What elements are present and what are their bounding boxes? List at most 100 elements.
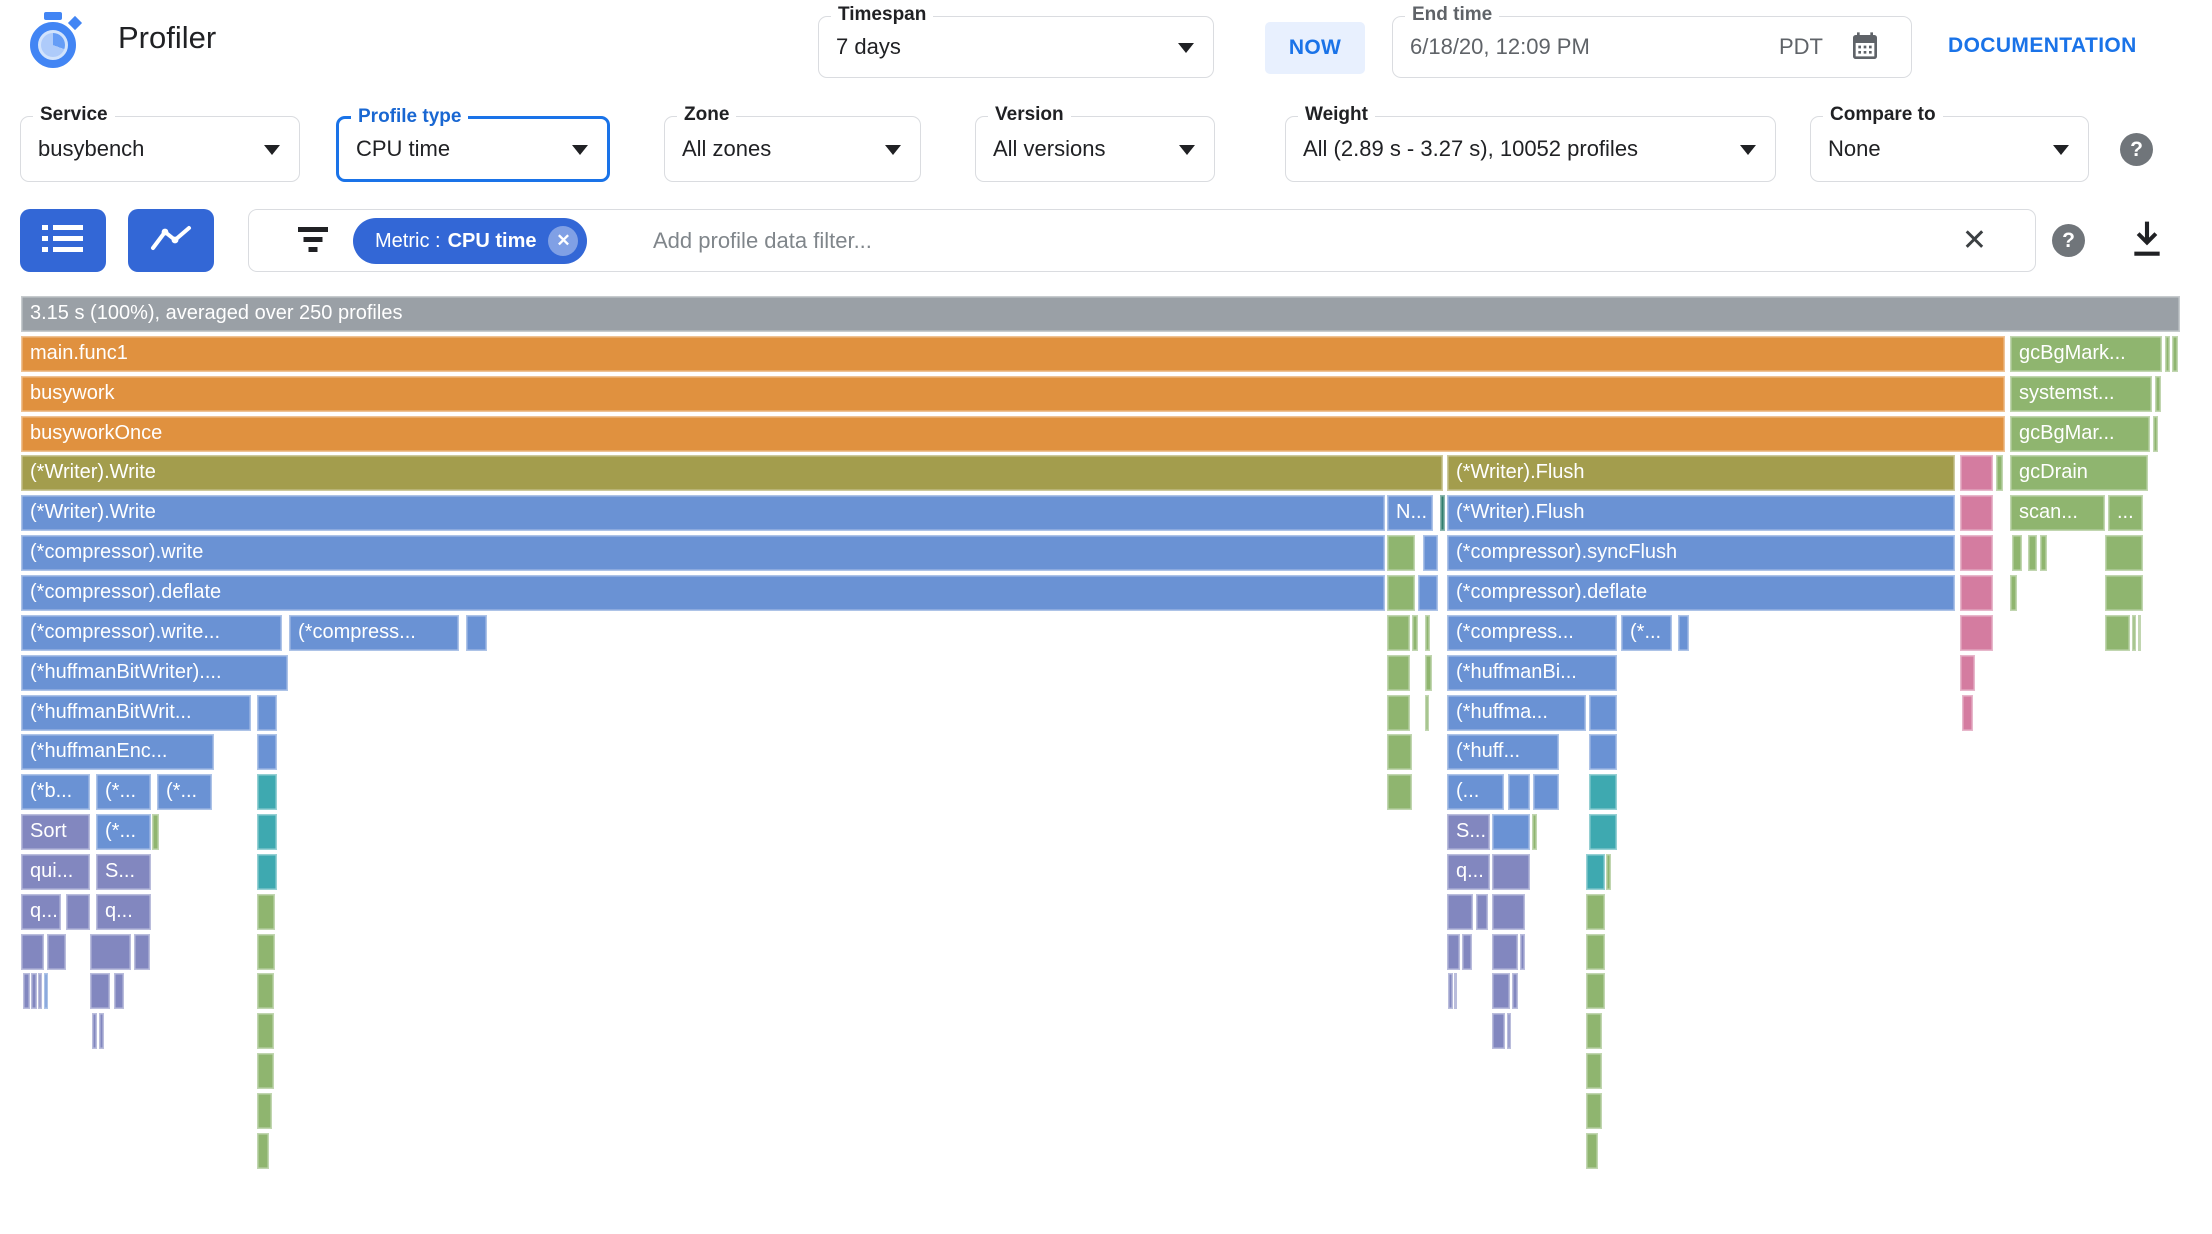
flame-block-sliver[interactable] [21, 933, 44, 970]
flame-block-sliver[interactable] [1520, 933, 1525, 970]
flame-block-sliver[interactable] [1423, 535, 1438, 572]
metric-filter-chip[interactable]: Metric : CPU time ✕ [353, 218, 588, 264]
documentation-link[interactable]: DOCUMENTATION [1948, 34, 2137, 57]
flame-block-sliver[interactable] [1960, 455, 1993, 492]
flame-block-sliver[interactable] [2012, 535, 2022, 572]
flame-block-sliver[interactable] [1962, 694, 1973, 731]
profile-type-select[interactable]: Profile type CPU time [336, 106, 610, 182]
end-time-field[interactable]: End time 6/18/20, 12:09 PM PDT [1392, 4, 1912, 78]
flame-block-sliver[interactable] [1476, 893, 1488, 930]
flame-block-sliver[interactable] [1996, 455, 2003, 492]
clear-filters-icon[interactable]: ✕ [1961, 223, 1987, 257]
flame-block-sliver[interactable] [1532, 814, 1537, 851]
flame-block[interactable]: (*huff... [1447, 734, 1559, 771]
flame-block[interactable]: (*compressor).deflate [1447, 574, 1955, 611]
flame-block-sliver[interactable] [1492, 1013, 1505, 1050]
flame-block[interactable]: (*Writer).Flush [1447, 455, 1955, 492]
flame-block-sliver[interactable] [1512, 973, 1518, 1010]
flame-block-sliver[interactable] [1586, 1093, 1602, 1129]
flame-block-sliver[interactable] [2105, 614, 2130, 651]
flame-block-sliver[interactable] [1387, 774, 1412, 811]
flame-block-sliver[interactable] [1448, 973, 1453, 1010]
flame-block-sliver[interactable] [257, 814, 277, 851]
profile-filter-bar[interactable]: Metric : CPU time ✕ Add profile data fil… [248, 209, 2036, 272]
flame-block-sliver[interactable] [1492, 973, 1510, 1010]
flame-block[interactable]: Sort [21, 814, 90, 851]
flame-block-sliver[interactable] [1492, 893, 1525, 930]
flame-block-sliver[interactable] [47, 933, 66, 970]
flame-block[interactable]: 3.15 s (100%), averaged over 250 profile… [21, 296, 2180, 332]
flame-block-sliver[interactable] [2040, 535, 2047, 572]
flame-block[interactable]: ... [2108, 495, 2143, 532]
calendar-icon[interactable] [1849, 31, 1881, 63]
flame-block-sliver[interactable] [1533, 774, 1559, 811]
flame-block-sliver[interactable] [257, 1053, 274, 1090]
flame-block[interactable]: (*compressor).write [21, 535, 1385, 572]
filter-input-placeholder[interactable]: Add profile data filter... [653, 227, 872, 253]
flame-block[interactable]: S... [1447, 814, 1490, 851]
flame-block[interactable]: q... [1447, 853, 1490, 890]
flame-block[interactable]: (*huffma... [1447, 694, 1586, 731]
flame-block-sliver[interactable] [1586, 853, 1605, 890]
flame-block-sliver[interactable] [1589, 734, 1617, 771]
flame-block[interactable]: (*Writer).Write [21, 455, 1443, 492]
flame-block-sliver[interactable] [257, 1013, 274, 1050]
help-icon[interactable]: ? [2120, 133, 2153, 166]
flame-block-sliver[interactable] [1586, 1053, 1602, 1090]
flame-block-sliver[interactable] [257, 774, 277, 811]
flame-block-sliver[interactable] [257, 973, 274, 1010]
flame-block-sliver[interactable] [90, 973, 110, 1010]
flame-block-sliver[interactable] [114, 973, 124, 1010]
flame-block-sliver[interactable] [1387, 535, 1415, 572]
flame-block-sliver[interactable] [1447, 933, 1460, 970]
flame-block-sliver[interactable] [1960, 495, 1993, 532]
flame-block[interactable]: (*... [96, 814, 151, 851]
flame-block[interactable]: (*... [96, 774, 151, 811]
flame-block-sliver[interactable] [1387, 694, 1410, 731]
flame-block-sliver[interactable] [2172, 335, 2178, 372]
flame-block-sliver[interactable] [1425, 694, 1429, 731]
flame-block-sliver[interactable] [257, 1132, 269, 1169]
flame-block-sliver[interactable] [1492, 933, 1518, 970]
flame-block-sliver[interactable] [257, 694, 277, 731]
flame-block-sliver[interactable] [92, 1013, 97, 1050]
flame-block[interactable]: gcDrain [2010, 455, 2148, 492]
weight-select[interactable]: Weight All (2.89 s - 3.27 s), 10052 prof… [1285, 104, 1776, 182]
timespan-select[interactable]: Timespan 7 days [818, 4, 1214, 78]
flame-block-sliver[interactable] [1425, 654, 1432, 691]
compare-to-select[interactable]: Compare to None [1810, 104, 2089, 182]
flame-block-sliver[interactable] [1425, 614, 1430, 651]
flame-block-sliver[interactable] [2138, 614, 2141, 651]
flame-block-sliver[interactable] [257, 933, 275, 970]
flame-block[interactable]: (*compressor).write... [21, 614, 282, 651]
flame-block[interactable]: busyworkOnce [21, 415, 2005, 452]
flame-block[interactable]: N... [1387, 495, 1433, 532]
history-view-button[interactable] [128, 209, 214, 272]
flame-block-sliver[interactable] [1387, 734, 1412, 771]
flame-block[interactable]: (*compress... [289, 614, 459, 651]
flame-block[interactable]: busywork [21, 375, 2005, 412]
flame-block-sliver[interactable] [1440, 495, 1445, 532]
flame-block[interactable]: (*Writer).Write [21, 495, 1385, 532]
flame-block-sliver[interactable] [1960, 535, 1993, 572]
flame-block-sliver[interactable] [1412, 614, 1418, 651]
flame-block-sliver[interactable] [2132, 614, 2136, 651]
flame-block-sliver[interactable] [2105, 535, 2143, 572]
chip-remove-icon[interactable]: ✕ [548, 226, 579, 256]
end-time-value[interactable]: 6/18/20, 12:09 PM [1410, 34, 1590, 59]
flame-block-sliver[interactable] [1606, 853, 1611, 890]
flame-block-sliver[interactable] [1960, 614, 1993, 651]
flame-block-sliver[interactable] [90, 933, 131, 970]
flame-block-sliver[interactable] [1960, 654, 1975, 691]
flame-block-sliver[interactable] [257, 893, 275, 930]
flame-block[interactable]: (*huffmanBitWrit... [21, 694, 251, 731]
flame-block-sliver[interactable] [1589, 694, 1617, 731]
flame-block-sliver[interactable] [257, 1093, 272, 1129]
flame-block-sliver[interactable] [1387, 574, 1415, 611]
flame-block[interactable]: (*huffmanBi... [1447, 654, 1617, 691]
flame-block-sliver[interactable] [1387, 654, 1410, 691]
flame-block[interactable]: (*Writer).Flush [1447, 495, 1955, 532]
flame-block-sliver[interactable] [1586, 1132, 1598, 1169]
flame-block-sliver[interactable] [2010, 574, 2017, 611]
flame-block[interactable]: gcBgMark... [2010, 335, 2162, 372]
